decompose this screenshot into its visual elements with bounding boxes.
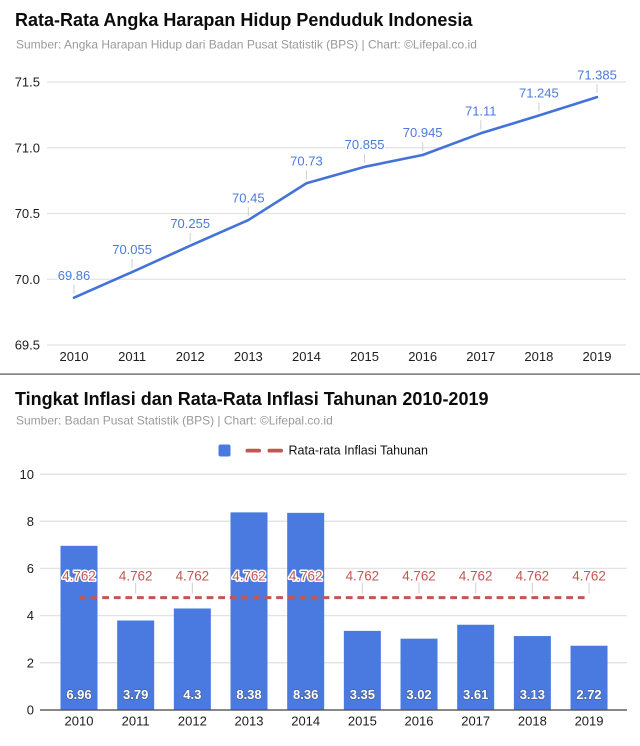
svg-text:2010: 2010 [60, 349, 89, 364]
svg-text:0: 0 [27, 702, 34, 717]
svg-text:2013: 2013 [234, 349, 263, 364]
svg-text:8.36: 8.36 [293, 687, 318, 702]
svg-text:70.5: 70.5 [15, 206, 40, 221]
svg-text:4.762: 4.762 [232, 568, 266, 583]
svg-text:70.855: 70.855 [345, 137, 385, 152]
svg-text:4.762: 4.762 [572, 568, 606, 583]
svg-text:2015: 2015 [350, 349, 379, 364]
svg-text:70.055: 70.055 [112, 242, 152, 257]
svg-text:69.86: 69.86 [58, 268, 91, 283]
svg-text:4.762: 4.762 [119, 568, 153, 583]
svg-text:70.0: 70.0 [15, 272, 40, 287]
svg-text:2019: 2019 [583, 349, 612, 364]
svg-text:6: 6 [27, 561, 34, 576]
svg-text:2014: 2014 [292, 349, 321, 364]
svg-text:70.945: 70.945 [403, 125, 443, 140]
svg-text:4.762: 4.762 [459, 568, 493, 583]
svg-text:4.762: 4.762 [62, 568, 96, 583]
svg-text:2018: 2018 [524, 349, 553, 364]
svg-text:Tingkat Inflasi dan Rata-Rata: Tingkat Inflasi dan Rata-Rata Inflasi Ta… [15, 389, 488, 409]
svg-text:4.762: 4.762 [346, 568, 380, 583]
svg-text:2015: 2015 [348, 714, 377, 729]
svg-text:4.762: 4.762 [516, 568, 550, 583]
svg-text:2012: 2012 [176, 349, 205, 364]
svg-text:3.79: 3.79 [123, 687, 148, 702]
svg-text:2019: 2019 [575, 714, 604, 729]
svg-text:2012: 2012 [178, 714, 207, 729]
svg-text:2.72: 2.72 [576, 687, 601, 702]
svg-text:71.245: 71.245 [519, 86, 559, 101]
svg-text:71.0: 71.0 [15, 140, 40, 155]
svg-text:4.762: 4.762 [289, 568, 323, 583]
svg-text:2: 2 [27, 655, 34, 670]
svg-text:10: 10 [20, 467, 34, 482]
svg-text:4.3: 4.3 [183, 687, 201, 702]
svg-text:3.35: 3.35 [350, 687, 375, 702]
svg-text:2017: 2017 [461, 714, 490, 729]
svg-text:3.02: 3.02 [406, 687, 431, 702]
svg-text:2017: 2017 [466, 349, 495, 364]
svg-text:2010: 2010 [65, 714, 94, 729]
svg-text:Rata-Rata Angka Harapan Hidup: Rata-Rata Angka Harapan Hidup Penduduk I… [15, 10, 473, 30]
svg-text:2014: 2014 [291, 714, 320, 729]
svg-text:3.61: 3.61 [463, 687, 488, 702]
svg-text:70.73: 70.73 [290, 153, 323, 168]
svg-text:71.385: 71.385 [577, 67, 617, 82]
svg-text:4.762: 4.762 [402, 568, 436, 583]
svg-text:71.11: 71.11 [465, 103, 497, 118]
svg-text:2018: 2018 [518, 714, 547, 729]
svg-text:69.5: 69.5 [15, 338, 40, 353]
svg-text:8.38: 8.38 [236, 687, 261, 702]
svg-text:3.13: 3.13 [520, 687, 545, 702]
svg-text:70.255: 70.255 [170, 216, 210, 231]
svg-text:6.96: 6.96 [66, 687, 91, 702]
svg-text:Sumber: Angka Harapan Hidup da: Sumber: Angka Harapan Hidup dari Badan P… [16, 38, 477, 52]
svg-text:70.45: 70.45 [232, 190, 265, 205]
svg-text:8: 8 [27, 514, 34, 529]
svg-text:2016: 2016 [405, 714, 434, 729]
svg-text:2013: 2013 [235, 714, 264, 729]
svg-text:2011: 2011 [122, 714, 150, 729]
svg-text:Rata-rata Inflasi Tahunan: Rata-rata Inflasi Tahunan [289, 444, 428, 458]
svg-text:71.5: 71.5 [15, 75, 40, 90]
svg-text:2016: 2016 [408, 349, 437, 364]
svg-text:2011: 2011 [118, 349, 146, 364]
svg-text:4: 4 [27, 608, 34, 623]
svg-text:Sumber: Badan Pusat Statistik: Sumber: Badan Pusat Statistik (BPS) | Ch… [16, 414, 333, 428]
svg-text:4.762: 4.762 [176, 568, 210, 583]
